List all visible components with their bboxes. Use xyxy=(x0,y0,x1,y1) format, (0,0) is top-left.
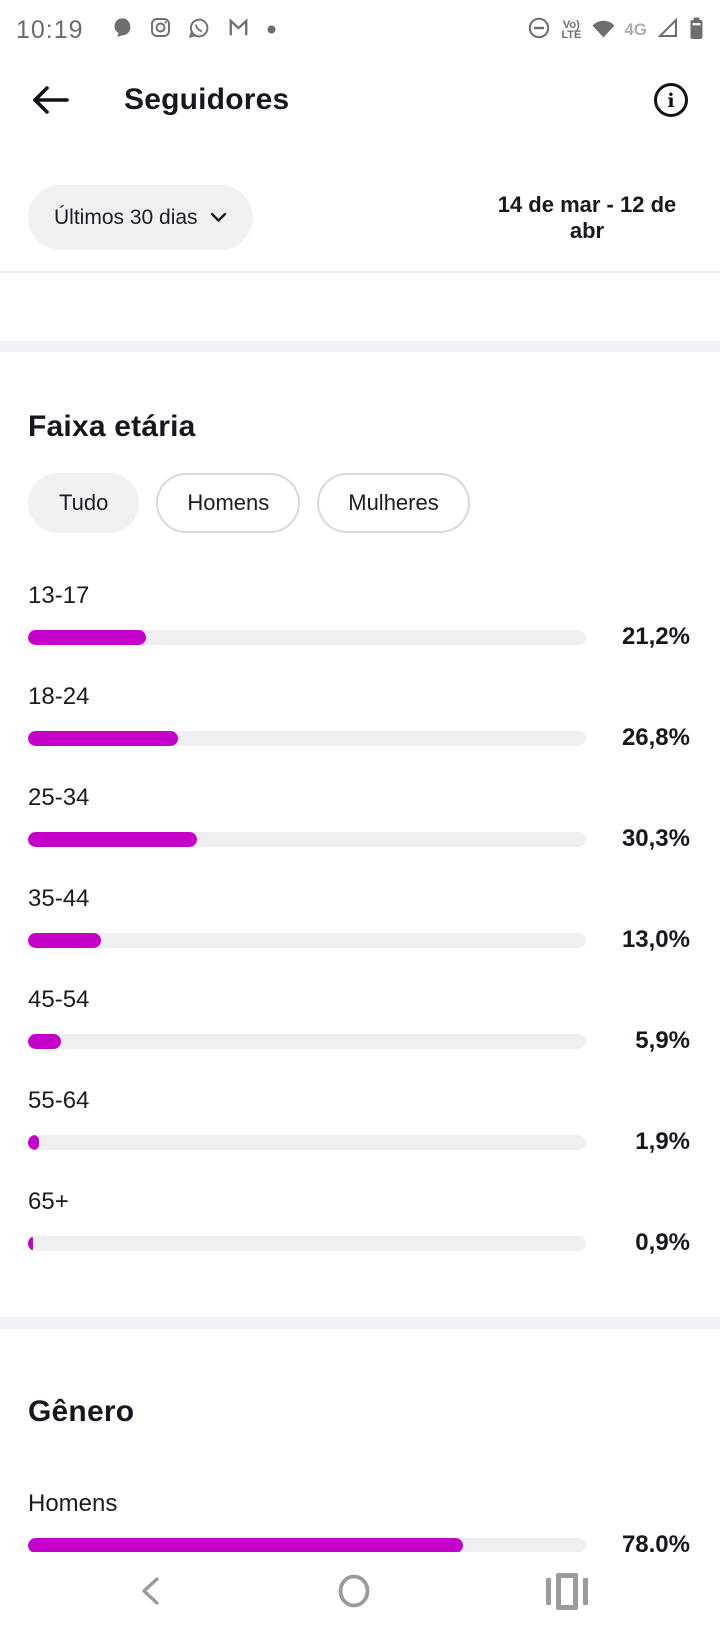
notification-icons xyxy=(112,17,276,44)
bar-value-label: 0,9% xyxy=(635,1229,690,1256)
section-divider-band xyxy=(0,341,720,352)
page-title: Seguidores xyxy=(124,83,290,116)
bar-fill xyxy=(28,1235,34,1251)
bar-category-label: 45-54 xyxy=(28,986,90,1013)
bar-row: 65+ 0,9% xyxy=(0,1189,720,1257)
battery-icon xyxy=(689,16,704,45)
bar-fill xyxy=(28,730,178,746)
bar-fill xyxy=(28,629,147,645)
instagram-icon xyxy=(150,17,171,43)
pill-homens[interactable]: Homens xyxy=(156,473,301,533)
audience-filter-pills: Tudo Homens Mulheres xyxy=(28,473,692,533)
bar-track xyxy=(28,1235,586,1251)
bar-track xyxy=(28,932,586,948)
bar-value-label: 21,2% xyxy=(621,623,690,650)
bar-category-label: Homens xyxy=(28,1490,118,1517)
gmail-icon xyxy=(227,17,250,43)
bar-row: 25-34 30,3% xyxy=(0,785,720,853)
signal-icon xyxy=(657,17,679,44)
bar-track xyxy=(28,730,586,746)
chevron-down-icon xyxy=(210,212,226,222)
bar-track xyxy=(28,1134,586,1150)
filter-row: Últimos 30 dias 14 de mar - 12 de abr xyxy=(28,185,692,250)
bar-category-label: 65+ xyxy=(28,1188,69,1215)
bar-category-label: 35-44 xyxy=(28,885,90,912)
messages-icon xyxy=(112,17,133,43)
network-type-label: 4G xyxy=(624,20,647,39)
bar-value-label: 30,3% xyxy=(621,825,690,852)
recents-right-bar xyxy=(583,1577,588,1605)
system-status-icons: Vo) LTE 4G xyxy=(527,16,704,45)
recents-window xyxy=(556,1572,578,1610)
bar-value-label: 5,9% xyxy=(635,1027,690,1054)
bar-fill xyxy=(28,1033,61,1049)
bar-fill xyxy=(28,831,198,847)
bar-track xyxy=(28,629,586,645)
bar-value-label: 13,0% xyxy=(621,926,690,953)
bar-category-label: 18-24 xyxy=(28,683,90,710)
bar-value-label: 26,8% xyxy=(621,724,690,751)
bar-track xyxy=(28,831,586,847)
nav-home-button[interactable] xyxy=(336,1573,372,1609)
bar-row: 35-44 13,0% xyxy=(0,886,720,954)
bar-track xyxy=(28,1033,586,1049)
bar-category-label: 13-17 xyxy=(28,582,90,609)
svg-text:i: i xyxy=(667,90,674,112)
bar-row: 55-64 1,9% xyxy=(0,1088,720,1156)
age-bar-chart: 13-17 21,2% 18-24 26,8% 25-34 30,3% 35-4… xyxy=(0,583,720,1257)
date-range-label: 14 de mar - 12 de abr xyxy=(497,191,677,243)
pill-tudo[interactable]: Tudo xyxy=(28,473,140,533)
bar-category-label: 55-64 xyxy=(28,1087,90,1114)
page-header: Seguidores i xyxy=(0,60,720,140)
bar-fill xyxy=(28,932,101,948)
android-nav-bar xyxy=(0,1552,720,1640)
period-selector[interactable]: Últimos 30 dias xyxy=(28,185,253,250)
recents-left-bar xyxy=(546,1577,551,1605)
volte-icon: Vo) LTE xyxy=(561,19,582,41)
pill-mulheres[interactable]: Mulheres xyxy=(317,473,470,533)
info-button[interactable]: i xyxy=(652,81,690,119)
bar-row: 45-54 5,9% xyxy=(0,987,720,1055)
do-not-disturb-icon xyxy=(527,16,551,45)
clock: 10:19 xyxy=(16,15,84,44)
age-section-title: Faixa etária xyxy=(28,410,196,443)
bar-row: Homens 78,0% xyxy=(0,1491,720,1559)
bar-fill xyxy=(28,1134,39,1150)
bar-row: 18-24 26,8% xyxy=(0,684,720,752)
bar-value-label: 1,9% xyxy=(635,1128,690,1155)
back-button[interactable] xyxy=(30,83,70,117)
header-divider xyxy=(0,271,720,273)
bar-category-label: 25-34 xyxy=(28,784,90,811)
bar-fill xyxy=(28,1537,464,1553)
wifi-icon xyxy=(591,17,616,44)
section-divider-band xyxy=(0,1317,720,1329)
nav-recents-button[interactable] xyxy=(546,1572,588,1610)
whatsapp-icon xyxy=(188,17,210,44)
bar-row: 13-17 21,2% xyxy=(0,583,720,651)
period-label: Últimos 30 dias xyxy=(54,205,198,229)
nav-back-button[interactable] xyxy=(138,1575,162,1607)
notification-dot xyxy=(267,21,276,39)
bar-track xyxy=(28,1537,586,1553)
gender-section-title: Gênero xyxy=(28,1395,135,1428)
spacer xyxy=(0,273,720,341)
status-bar: 10:19 Vo) LTE xyxy=(0,0,720,60)
